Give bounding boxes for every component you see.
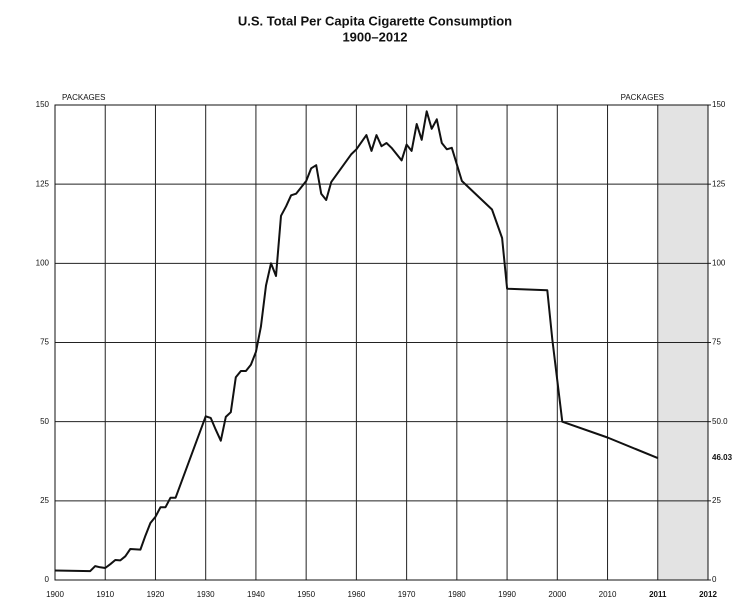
y2-tick-label: 125 [712,179,726,188]
x-tick-label: 1900 [46,590,64,599]
x-tick-label: 1980 [448,590,466,599]
y2-tick-label: 150 [712,100,726,109]
y2-tick-label: 100 [712,258,726,267]
chart-subtitle: 1900–2012 [342,29,407,44]
y2-axis-label: PACKAGES [621,93,664,102]
y2-tick-label: 50.0 [712,417,728,426]
y-tick-label: 50 [40,417,49,426]
plot-frame [54,104,709,581]
data-line [54,110,659,573]
x-tick-label: 2010 [599,590,617,599]
x-tick-label: 2012 [699,590,717,599]
y2-tick-label: 0 [712,575,717,584]
y2-tick-label: 25 [712,496,721,505]
y-axis-label: PACKAGES [62,93,105,102]
chart-title: U.S. Total Per Capita Cigarette Consumpt… [238,13,512,28]
y2-tick-label: 75 [712,338,721,347]
x-tick-label: 1960 [347,590,365,599]
y-tick-label: 100 [36,258,50,267]
x-tick-label: 1950 [297,590,315,599]
y-tick-label: 75 [40,338,49,347]
x-tick-label: 2000 [548,590,566,599]
end-annotation: 46.03 [712,453,733,462]
x-tick-label: 2011 [649,590,667,599]
y-tick-label: 125 [36,179,50,188]
x-tick-label: 1910 [96,590,114,599]
y-tick-label: 0 [45,575,50,584]
x-tick-label: 1930 [197,590,215,599]
x-tick-label: 1990 [498,590,516,599]
x-tick-label: 1920 [147,590,165,599]
x-tick-label: 1970 [398,590,416,599]
x-tick-label: 1940 [247,590,265,599]
y-tick-label: 25 [40,496,49,505]
y-tick-label: 150 [36,100,50,109]
